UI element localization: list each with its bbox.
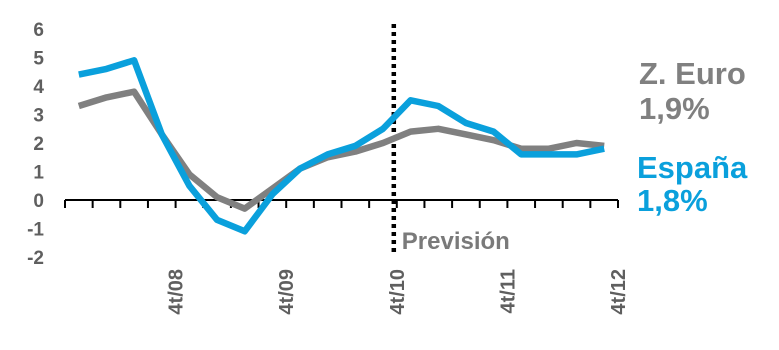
series-line-espana xyxy=(78,57,605,235)
series-group xyxy=(77,57,605,235)
y-axis-labels: -2 -1 0 1 2 3 4 5 6 xyxy=(27,20,44,269)
x-tick-label: 4t/11 xyxy=(497,269,519,313)
legend-series-value: 1,8% xyxy=(637,183,708,218)
y-tick-label: 0 xyxy=(33,191,44,212)
y-tick-label: 5 xyxy=(33,49,44,70)
forecast-group: Previsión xyxy=(391,24,510,256)
x-tick-label: 4t/12 xyxy=(608,269,630,315)
x-tick-label: 4t/09 xyxy=(276,269,298,315)
y-tick-label: 6 xyxy=(33,20,44,41)
y-tick-label: 2 xyxy=(33,134,44,155)
y-tick-label: 3 xyxy=(33,106,44,127)
forecast-label: Previsión xyxy=(402,228,510,255)
x-tick-label: 4t/08 xyxy=(166,269,188,315)
y-tick-label: -1 xyxy=(27,220,44,241)
legend-series-value: 1,9% xyxy=(639,91,710,126)
y-tick-label: 1 xyxy=(33,163,44,184)
y-tick-label: 4 xyxy=(33,77,44,98)
x-axis: 4t/08 4t/09 4t/10 4t/11 4t/12 xyxy=(64,199,630,315)
legend-series-name: Z. Euro xyxy=(639,56,746,91)
y-tick-label: -2 xyxy=(27,248,44,269)
legend-series-name: España xyxy=(637,150,748,185)
x-tick-label: 4t/10 xyxy=(387,269,409,315)
